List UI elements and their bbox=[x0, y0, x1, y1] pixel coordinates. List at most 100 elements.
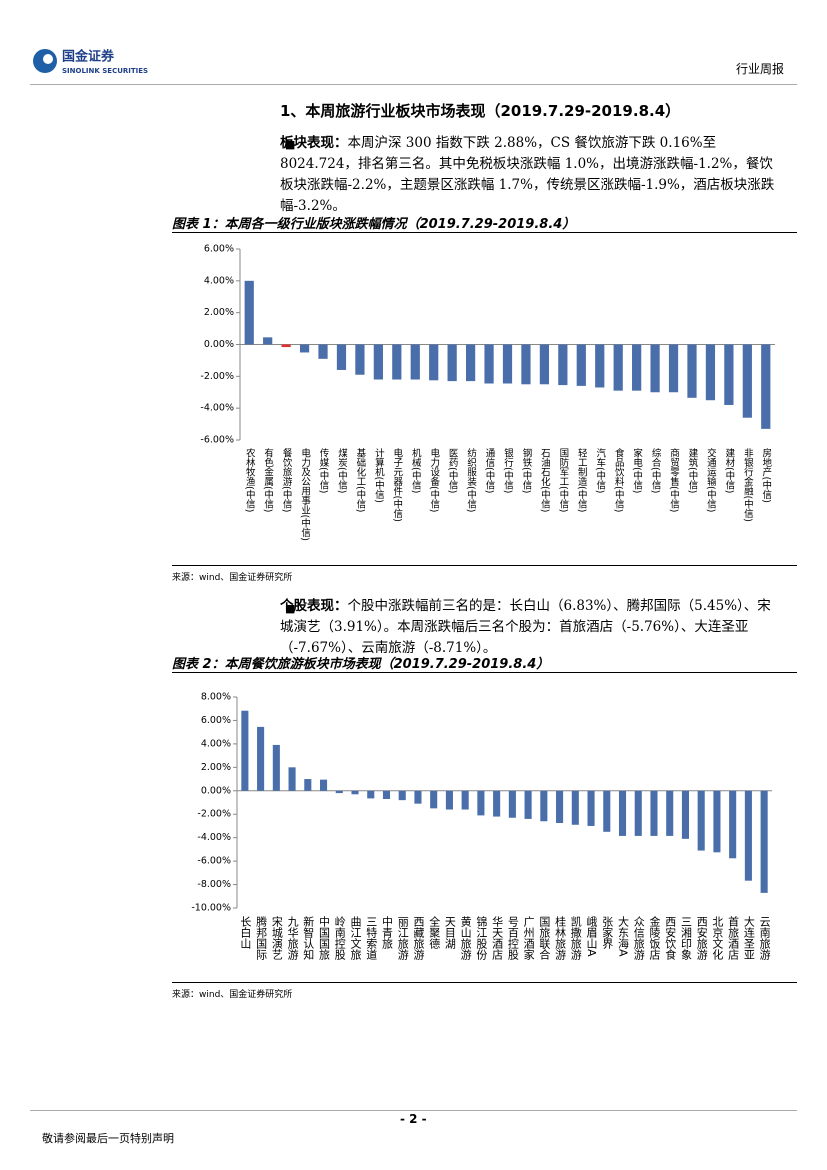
x-tick-label: 桂林旅游 bbox=[554, 915, 567, 960]
bar bbox=[650, 790, 658, 836]
x-tick-label: 建筑(中信) bbox=[686, 447, 698, 493]
bar bbox=[281, 344, 291, 348]
bar bbox=[556, 790, 564, 824]
x-tick-label: 众信旅游 bbox=[632, 916, 645, 960]
x-tick-label: 号百控股 bbox=[506, 916, 519, 961]
bar bbox=[705, 344, 716, 401]
bar bbox=[613, 344, 623, 391]
y-tick-label: 2.00% bbox=[204, 307, 234, 318]
x-tick-label: 医药(中信) bbox=[447, 448, 459, 493]
page-number: - 2 - bbox=[400, 1112, 427, 1126]
y-tick-label: 4.00% bbox=[201, 738, 231, 749]
bar bbox=[634, 790, 642, 836]
x-tick-label: 电力设备(中信) bbox=[428, 447, 440, 512]
x-tick-label: 餐饮旅游(中信) bbox=[281, 447, 293, 512]
bar bbox=[241, 710, 249, 791]
y-tick-label: 0.00% bbox=[204, 339, 234, 350]
footer-notice: 敬请参阅最后一页特别声明 bbox=[42, 1132, 174, 1145]
x-tick-label: 综合(中信) bbox=[650, 447, 662, 493]
bar bbox=[414, 790, 422, 804]
bar bbox=[687, 344, 697, 398]
bar bbox=[595, 344, 605, 388]
bar bbox=[668, 344, 679, 393]
bar bbox=[521, 344, 531, 385]
bar bbox=[744, 790, 752, 881]
x-tick-label: 纺织服装(中信) bbox=[465, 447, 477, 512]
bar bbox=[558, 344, 568, 386]
x-tick-label: 新智认知 bbox=[302, 915, 315, 961]
y-tick-label: 6.00% bbox=[204, 244, 234, 255]
bar bbox=[760, 790, 768, 893]
y-tick-label: -6.00% bbox=[197, 856, 231, 867]
bar bbox=[713, 790, 721, 853]
bullet: ■ bbox=[285, 602, 296, 615]
x-tick-label: 腾邦国际 bbox=[255, 915, 268, 961]
x-tick-label: 锦江股份 bbox=[475, 915, 488, 961]
x-tick-label: 大连圣亚 bbox=[742, 915, 755, 960]
bar bbox=[382, 790, 391, 799]
report-type: 行业周报 bbox=[736, 62, 785, 76]
x-tick-label: 宋城演艺 bbox=[270, 915, 283, 960]
x-tick-label: 通信(中信) bbox=[484, 448, 496, 493]
chart: -6.00% -4.00% -2.00% 0.00% 2.00% 4.00% 6.00% 农林… bbox=[200, 244, 775, 541]
x-tick-label: 丽江旅游 bbox=[396, 916, 409, 960]
x-tick-label: 交通运输(中信) bbox=[705, 447, 717, 512]
x-tick-label: 西安旅游 bbox=[695, 916, 708, 960]
x-tick-label: 银行(中信) bbox=[502, 447, 514, 493]
bar bbox=[299, 344, 310, 353]
bar bbox=[603, 790, 611, 832]
y-tick-label: -2.00% bbox=[197, 809, 231, 820]
x-tick-label: 金陵饭店 bbox=[648, 915, 661, 960]
x-tick-label: 曲江文旅 bbox=[349, 916, 362, 960]
x-tick-label: 电子元器件(中信) bbox=[391, 447, 403, 522]
x-tick-label: 北京文化 bbox=[711, 916, 724, 961]
bar bbox=[761, 344, 771, 429]
x-tick-label: 大东海A bbox=[617, 915, 630, 957]
x-tick-label: 西安饮食 bbox=[664, 916, 677, 961]
x-tick-label: 张家界 bbox=[601, 916, 614, 950]
x-tick-label: 凯撒旅游 bbox=[569, 916, 582, 960]
bar bbox=[336, 344, 347, 370]
bar bbox=[697, 790, 705, 851]
y-tick-label: -4.00% bbox=[197, 832, 231, 843]
x-tick-label: 机械(中信) bbox=[410, 447, 422, 493]
x-tick-label: 岭南控股 bbox=[333, 915, 346, 961]
bar bbox=[398, 790, 406, 801]
bar bbox=[539, 344, 550, 385]
bar bbox=[502, 344, 513, 384]
bar bbox=[367, 790, 375, 799]
bar bbox=[263, 337, 273, 345]
bar bbox=[461, 790, 469, 810]
x-tick-label: 九华旅游 bbox=[286, 916, 299, 960]
source: 来源：wind、国金证券研究所 bbox=[172, 565, 797, 583]
bar bbox=[445, 790, 453, 810]
x-tick-label: 全聚德 bbox=[428, 915, 441, 950]
bar bbox=[650, 344, 660, 393]
x-tick-label: 煤炭(中信) bbox=[336, 447, 348, 493]
y-tick-label: 2.00% bbox=[201, 762, 231, 773]
bar bbox=[632, 344, 642, 391]
bar bbox=[724, 344, 734, 405]
x-tick-label: 三湘印象 bbox=[679, 916, 692, 960]
bar bbox=[571, 790, 579, 825]
bar bbox=[508, 790, 516, 818]
source: 来源：wind、国金证券研究所 bbox=[172, 982, 797, 1000]
bar bbox=[257, 726, 265, 791]
bar bbox=[355, 344, 365, 375]
bar bbox=[729, 790, 737, 859]
x-tick-label: 华天酒店 bbox=[491, 915, 504, 960]
bar bbox=[618, 790, 627, 836]
x-tick-label: 钢铁(中信) bbox=[520, 447, 532, 493]
x-tick-label: 中青旅 bbox=[380, 916, 393, 949]
bar bbox=[742, 344, 752, 418]
y-tick-label: -2.00% bbox=[200, 371, 234, 382]
bar bbox=[320, 779, 328, 791]
bar bbox=[576, 344, 586, 386]
x-tick-label: 石油石化(中信) bbox=[539, 448, 551, 512]
y-tick-label: -6.00% bbox=[200, 435, 234, 446]
x-tick-label: 汽车(中信) bbox=[594, 447, 606, 493]
logo-sub: SINOLINK SECURITIES bbox=[62, 67, 148, 75]
para-text: 本周沪深 300 指数下跌 2.88%，CS 餐饮旅游下跌 0.16%至8024… bbox=[280, 135, 775, 214]
logo-name: 国金证券 bbox=[62, 49, 115, 65]
